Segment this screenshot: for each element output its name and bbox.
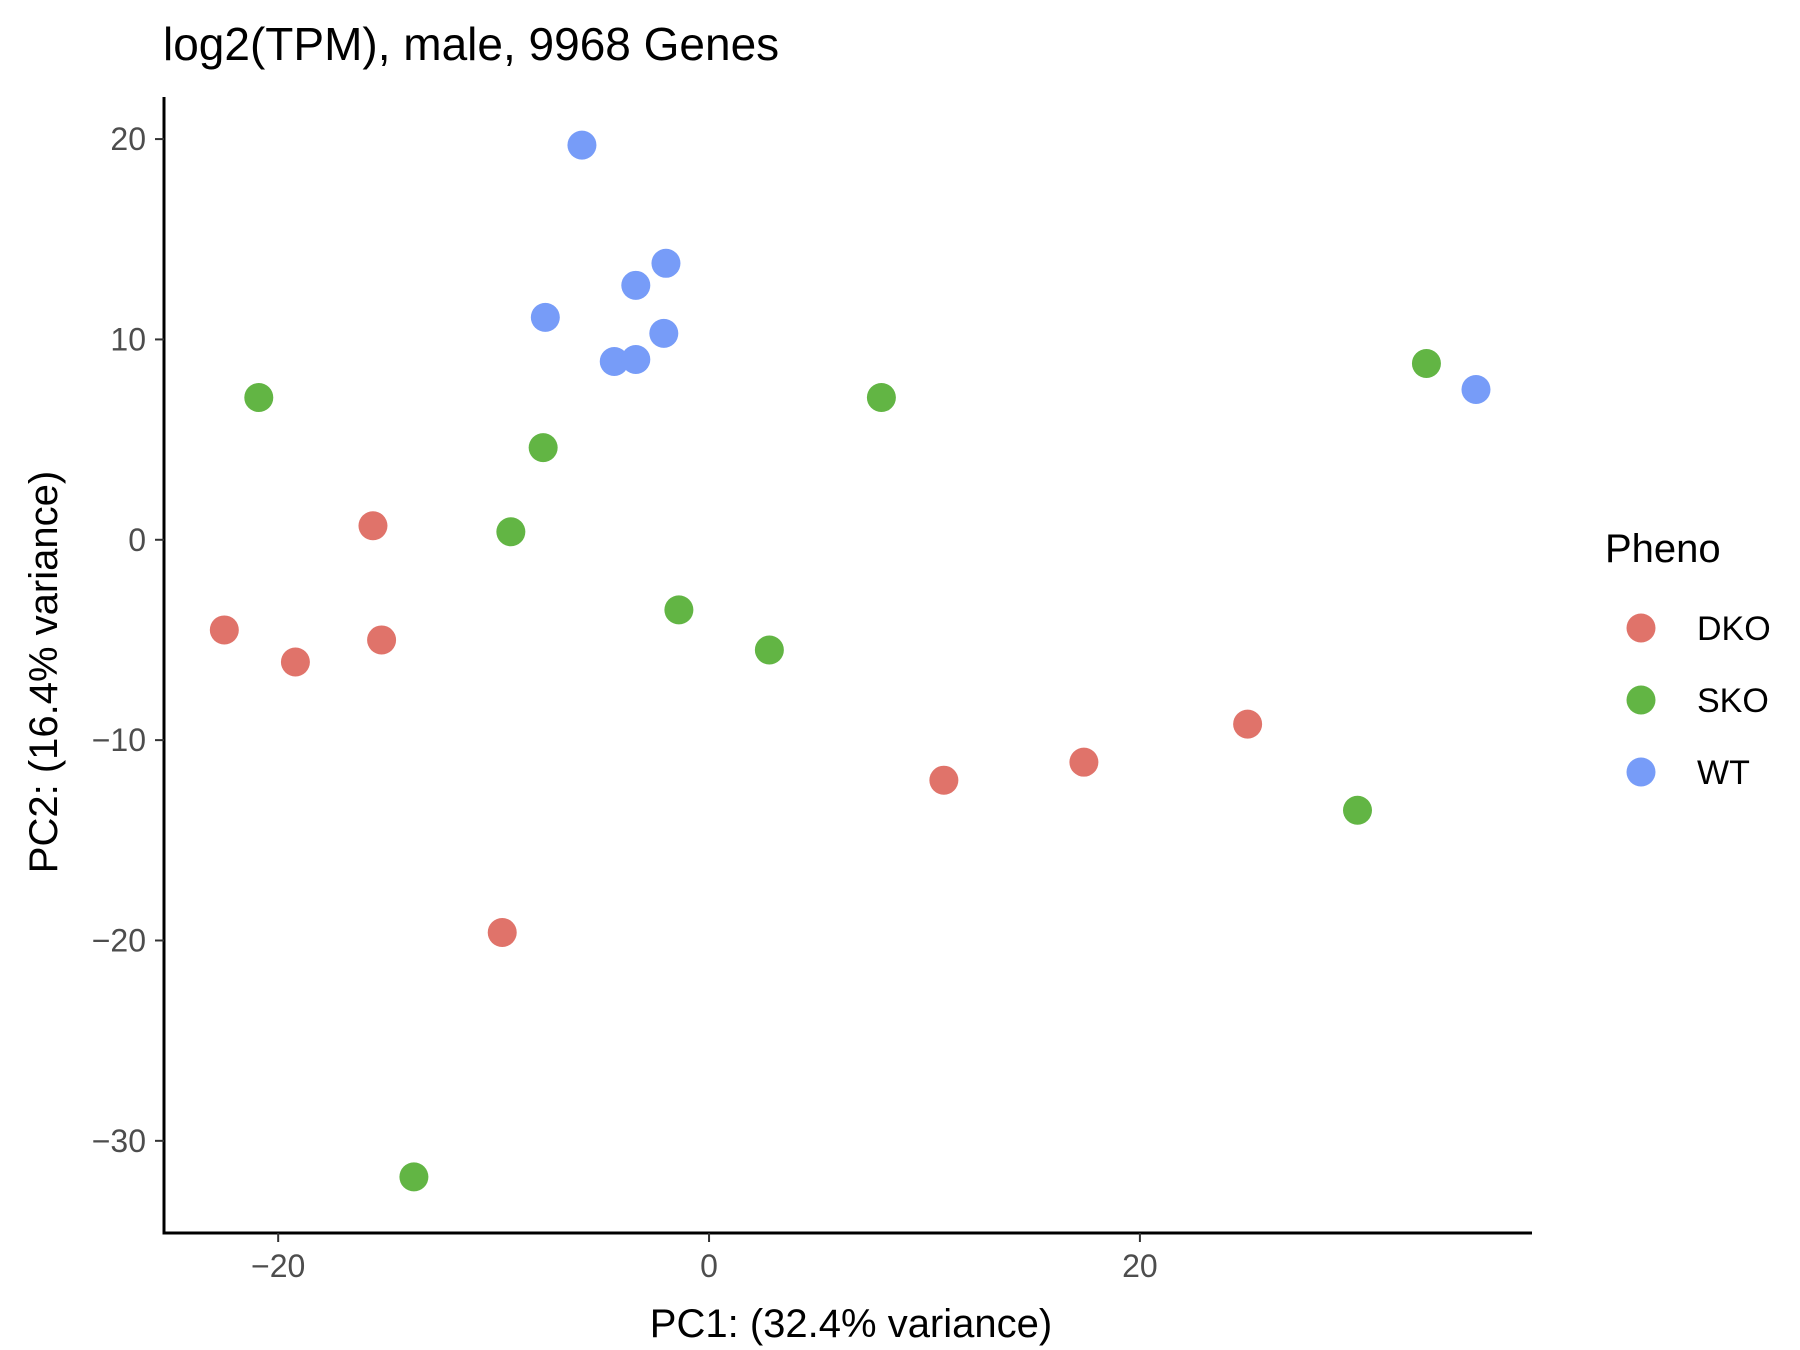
series-sko [244,348,1441,1192]
chart-title: log2(TPM), male, 9968 Genes [163,18,779,70]
y-tick-label: 10 [110,321,146,357]
data-point-sko [244,383,274,413]
data-point-sko [399,1162,429,1192]
x-axis-label: PC1: (32.4% variance) [650,1302,1052,1346]
data-point-sko [1411,348,1441,378]
data-point-wt [651,248,681,278]
data-point-wt [530,302,560,332]
data-point-dko [280,647,310,677]
data-point-wt [599,346,629,376]
data-point-dko [358,511,388,541]
y-tick-label: −20 [92,922,146,958]
data-point-dko [487,917,517,947]
legend-label-wt: WT [1697,754,1750,792]
legend-key-sko [1626,685,1656,715]
y-tick-label: −30 [92,1123,146,1159]
data-point-sko [754,635,784,665]
y-tick-label: 20 [110,121,146,157]
data-point-dko [1069,747,1099,777]
legend-key-wt [1626,757,1656,787]
data-point-wt [621,270,651,300]
legend-title: Pheno [1605,527,1721,571]
x-tick-label: 0 [700,1248,718,1284]
x-tick-label: −20 [251,1248,305,1284]
data-point-wt [621,344,651,374]
y-axis-label: PC2: (16.4% variance) [22,471,66,873]
data-point-dko [929,765,959,795]
legend: Pheno DKO SKO WT [1605,527,1771,792]
data-point-dko [209,615,239,645]
y-tick-label: 0 [128,522,146,558]
x-tick-label: 20 [1122,1248,1158,1284]
y-tick-label: −10 [92,722,146,758]
data-point-wt [649,318,679,348]
data-point-sko [496,517,526,547]
data-point-wt [567,130,597,160]
data-point-sko [528,433,558,463]
plot-area: 20 10 0 −10 −20 −30 −20 0 20 [92,97,1532,1284]
data-point-dko [1233,709,1263,739]
data-point-sko [664,595,694,625]
legend-key-dko [1626,613,1656,643]
legend-label-sko: SKO [1697,682,1769,720]
data-point-sko [1342,795,1372,825]
data-point-dko [367,625,397,655]
legend-label-dko: DKO [1697,610,1771,648]
series-wt [530,130,1491,405]
data-point-wt [1461,375,1491,405]
series-dko [209,511,1263,947]
data-point-sko [866,383,896,413]
